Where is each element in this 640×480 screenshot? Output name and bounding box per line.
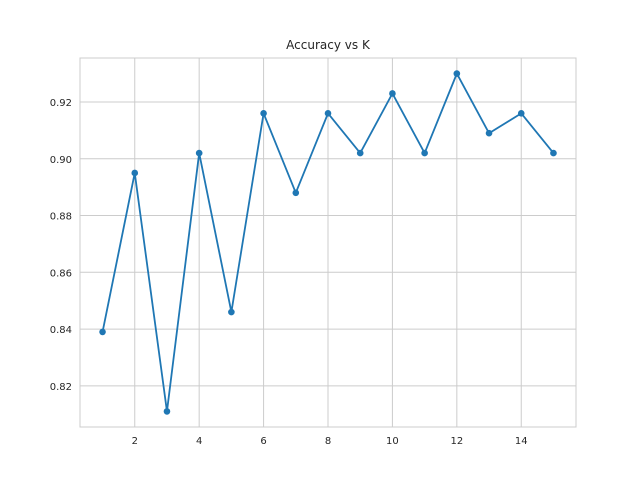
y-tick-label: 0.86 (50, 268, 72, 279)
y-axis: 0.82 0.84 0.86 0.88 0.90 0.92 (50, 98, 72, 393)
y-tick-label: 0.90 (50, 155, 72, 166)
data-point (292, 189, 300, 197)
x-tick-label: 8 (325, 436, 331, 447)
y-tick-label: 0.82 (50, 382, 72, 393)
x-tick-label: 2 (132, 436, 138, 447)
data-point (131, 169, 139, 177)
y-tick-label: 0.88 (50, 212, 72, 223)
x-tick-label: 4 (196, 436, 202, 447)
data-point (163, 408, 171, 415)
x-tick-label: 14 (515, 436, 528, 447)
x-tick-label: 6 (260, 436, 266, 447)
series-layer (99, 70, 557, 415)
chart-title: Accuracy vs K (286, 38, 371, 52)
grid (80, 58, 576, 427)
plot-area-frame (79, 57, 577, 428)
data-point (356, 149, 364, 157)
x-tick-label: 10 (386, 436, 399, 447)
data-point (550, 149, 557, 157)
x-tick-label: 12 (450, 436, 463, 447)
data-point (324, 110, 332, 117)
data-point (485, 129, 493, 137)
y-tick-label: 0.92 (50, 98, 72, 109)
data-point (421, 149, 428, 157)
data-point (228, 308, 235, 316)
data-point (99, 328, 106, 336)
data-point (195, 149, 203, 157)
data-point (453, 70, 461, 77)
x-axis: 2 4 6 8 10 12 14 (132, 436, 528, 447)
data-point (389, 90, 396, 97)
data-point (260, 110, 267, 117)
data-point (517, 110, 525, 117)
y-tick-label: 0.84 (50, 325, 72, 336)
